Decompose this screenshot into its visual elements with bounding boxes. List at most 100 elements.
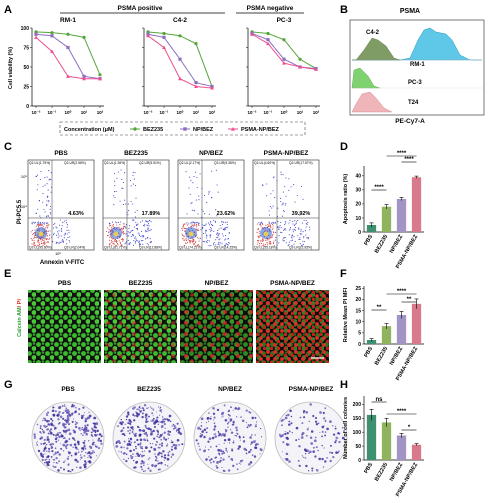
histogram-t24: [351, 91, 393, 113]
svg-text:BEZ235: BEZ235: [143, 127, 163, 133]
y-tick-label: 100: [353, 430, 362, 436]
data-point: [298, 65, 302, 69]
colony-plates: PBS BEZ235 NP/BEZ PSMA-NP/BEZ: [31, 386, 348, 475]
bar-np-bez: [396, 435, 407, 460]
x-tick-label: 10²: [313, 110, 320, 115]
x-tick-label: 10¹: [297, 110, 304, 115]
bar-bez235: [381, 326, 392, 344]
curve-np-bez: [35, 33, 101, 80]
y-tick-label: 10: [355, 216, 361, 222]
image-title: BEZ235: [129, 280, 153, 287]
fluorescence-image-np-bez: NP/BEZ: [180, 280, 253, 363]
x-tick-label: 10⁰: [281, 110, 288, 115]
plate-outline: [112, 401, 186, 475]
apoptosis-percent: 17.89%: [142, 211, 161, 217]
flow-plot-pbs: PBS Q2-UL(1.75%) Q2-UR(2.56%) Q2-LL(95.60%)…: [21, 150, 95, 256]
y-tick-label: 30: [355, 188, 361, 194]
y-tick-label: 0: [26, 104, 29, 110]
quadrant-label-ul: Q2-UL(4.60%): [254, 161, 275, 165]
x-tick-label: BEZ235: [374, 234, 389, 254]
data-point: [266, 38, 270, 42]
apoptosis-percent: 23.62%: [217, 211, 236, 217]
x-tick-label: BEZ235: [374, 346, 389, 366]
significance-label: ns: [375, 397, 383, 403]
apoptosis-percent: 39.92%: [292, 211, 311, 217]
x-tick-label: 10⁰: [65, 110, 72, 115]
panel-b-xlabel: PE-Cy7-A: [395, 118, 425, 125]
plate-title: PBS: [61, 386, 75, 393]
data-point: [162, 45, 166, 49]
significance-label: ****: [397, 151, 407, 157]
legend-box: [59, 121, 306, 136]
panel-label-d: D: [340, 141, 348, 153]
data-point: [50, 31, 54, 35]
legend-concentration: Concentration (μM): [64, 127, 115, 133]
x-tick-label: BEZ235: [374, 462, 389, 482]
plot-frame: [177, 159, 245, 251]
y-tick-label: 0: [358, 458, 361, 464]
data-point: [210, 86, 214, 90]
quadrant-label-ul: Q2-UL(1.36%): [104, 161, 125, 165]
data-point: [194, 81, 198, 85]
y-tick-label: 10⁵: [21, 174, 27, 179]
data-point: [82, 76, 86, 81]
svg-text:Calcein AM/ PI: Calcein AM/ PI: [17, 299, 23, 337]
colony-plate-pbs: PBS: [31, 386, 105, 475]
quadrant-label-ll: Q2-LL(95.60%): [29, 246, 52, 250]
colony-plate-np-bez: NP/BEZ: [193, 386, 267, 475]
y-tick-label: 0: [358, 230, 361, 236]
data-point: [66, 74, 70, 78]
panel-label-e: E: [4, 268, 11, 280]
quadrant-label-ur: Q2-UR(2.56%): [64, 161, 86, 165]
chart-title: PC-3: [277, 17, 292, 24]
y-tick-label: 75: [23, 45, 29, 51]
image-title: PBS: [58, 280, 72, 287]
quadrant-label-ur: Q2-UR(5.51%): [139, 161, 161, 165]
x-tick-label: 10⁻²: [248, 110, 257, 115]
lane-label-t24: T24: [408, 100, 419, 106]
cluster-core: [113, 231, 119, 237]
fluorescence-images: PBS BEZ235 NP/BEZ PSMA-NP/BEZ: [28, 280, 329, 363]
panel-label-g: G: [4, 379, 13, 391]
panel-label-f: F: [340, 268, 347, 280]
significance-label: *: [408, 425, 411, 431]
y-axis-label: Apoptosis ratio (%): [343, 174, 349, 225]
data-point: [50, 49, 54, 53]
y-tick-label: 150: [353, 416, 362, 422]
bar-psma-np-bez: [411, 444, 422, 460]
y-tick-label: 5: [358, 331, 361, 337]
data-point: [98, 73, 102, 77]
image-title: PSMA-NP/BEZ: [270, 280, 315, 287]
data-point: [282, 57, 286, 61]
colony-plate-bez235: BEZ235: [112, 386, 186, 475]
viability-curves: RM-1 0 25 50 75 100 10⁻² 10⁻¹ 10⁰ 10¹ 10² C4-2 10⁻² 1…: [21, 17, 320, 115]
panel-label-a: A: [4, 4, 12, 16]
flow-plot-bez235: BEZ235 Q2-UL(1.36%) Q2-UR(5.51%) Q2-LL(81.7…: [102, 150, 170, 251]
quadrant-label-ur: Q2-UR(9.36%): [214, 161, 236, 165]
bar-chart-d: Apoptosis ratio (%) 0 10 20 30 40 PBS BEZ235 NP/…: [343, 151, 424, 270]
plate-title: PSMA-NP/BEZ: [289, 386, 334, 393]
bar-psma-np-bez: [411, 177, 422, 232]
data-point: [162, 35, 166, 39]
ylabel-pi: / PI: [17, 299, 23, 308]
bar-np-bez: [396, 315, 407, 344]
panel-e-ylabel: Calcein AM/ PI: [17, 299, 23, 337]
bar-chart-h: Number of cell colonies 0 50 100 150 200 PBS BE…: [343, 396, 424, 498]
quadrant-label-lr: Q2-LR(2.04%): [64, 246, 85, 250]
significance-label: ****: [397, 409, 407, 415]
data-point: [298, 57, 302, 61]
bar-pbs: [366, 414, 377, 460]
chart-title: RM-1: [60, 17, 76, 24]
flow-plot-psma-np-bez: PSMA-NP/BEZ Q2-UL(4.60%) Q2-UR(17.57%) Q2-L…: [252, 150, 320, 251]
plate-title: NP/BEZ: [218, 386, 242, 393]
cluster-core: [38, 231, 44, 237]
fluorescence-image-psma-np-bez: PSMA-NP/BEZ: [256, 280, 329, 363]
cluster-core: [263, 231, 269, 237]
bar-chart-f: Relative Mean PI MFI 0 5 10 15 20 25 PBS BEZ235 N…: [343, 286, 424, 382]
data-point: [146, 33, 150, 38]
plate-title: BEZ235: [137, 386, 161, 393]
bar-np-bez: [396, 199, 407, 232]
histogram-c42: [352, 37, 401, 61]
legend-item-psma-np-bez: PSMA-NP/BEZ: [228, 127, 280, 133]
